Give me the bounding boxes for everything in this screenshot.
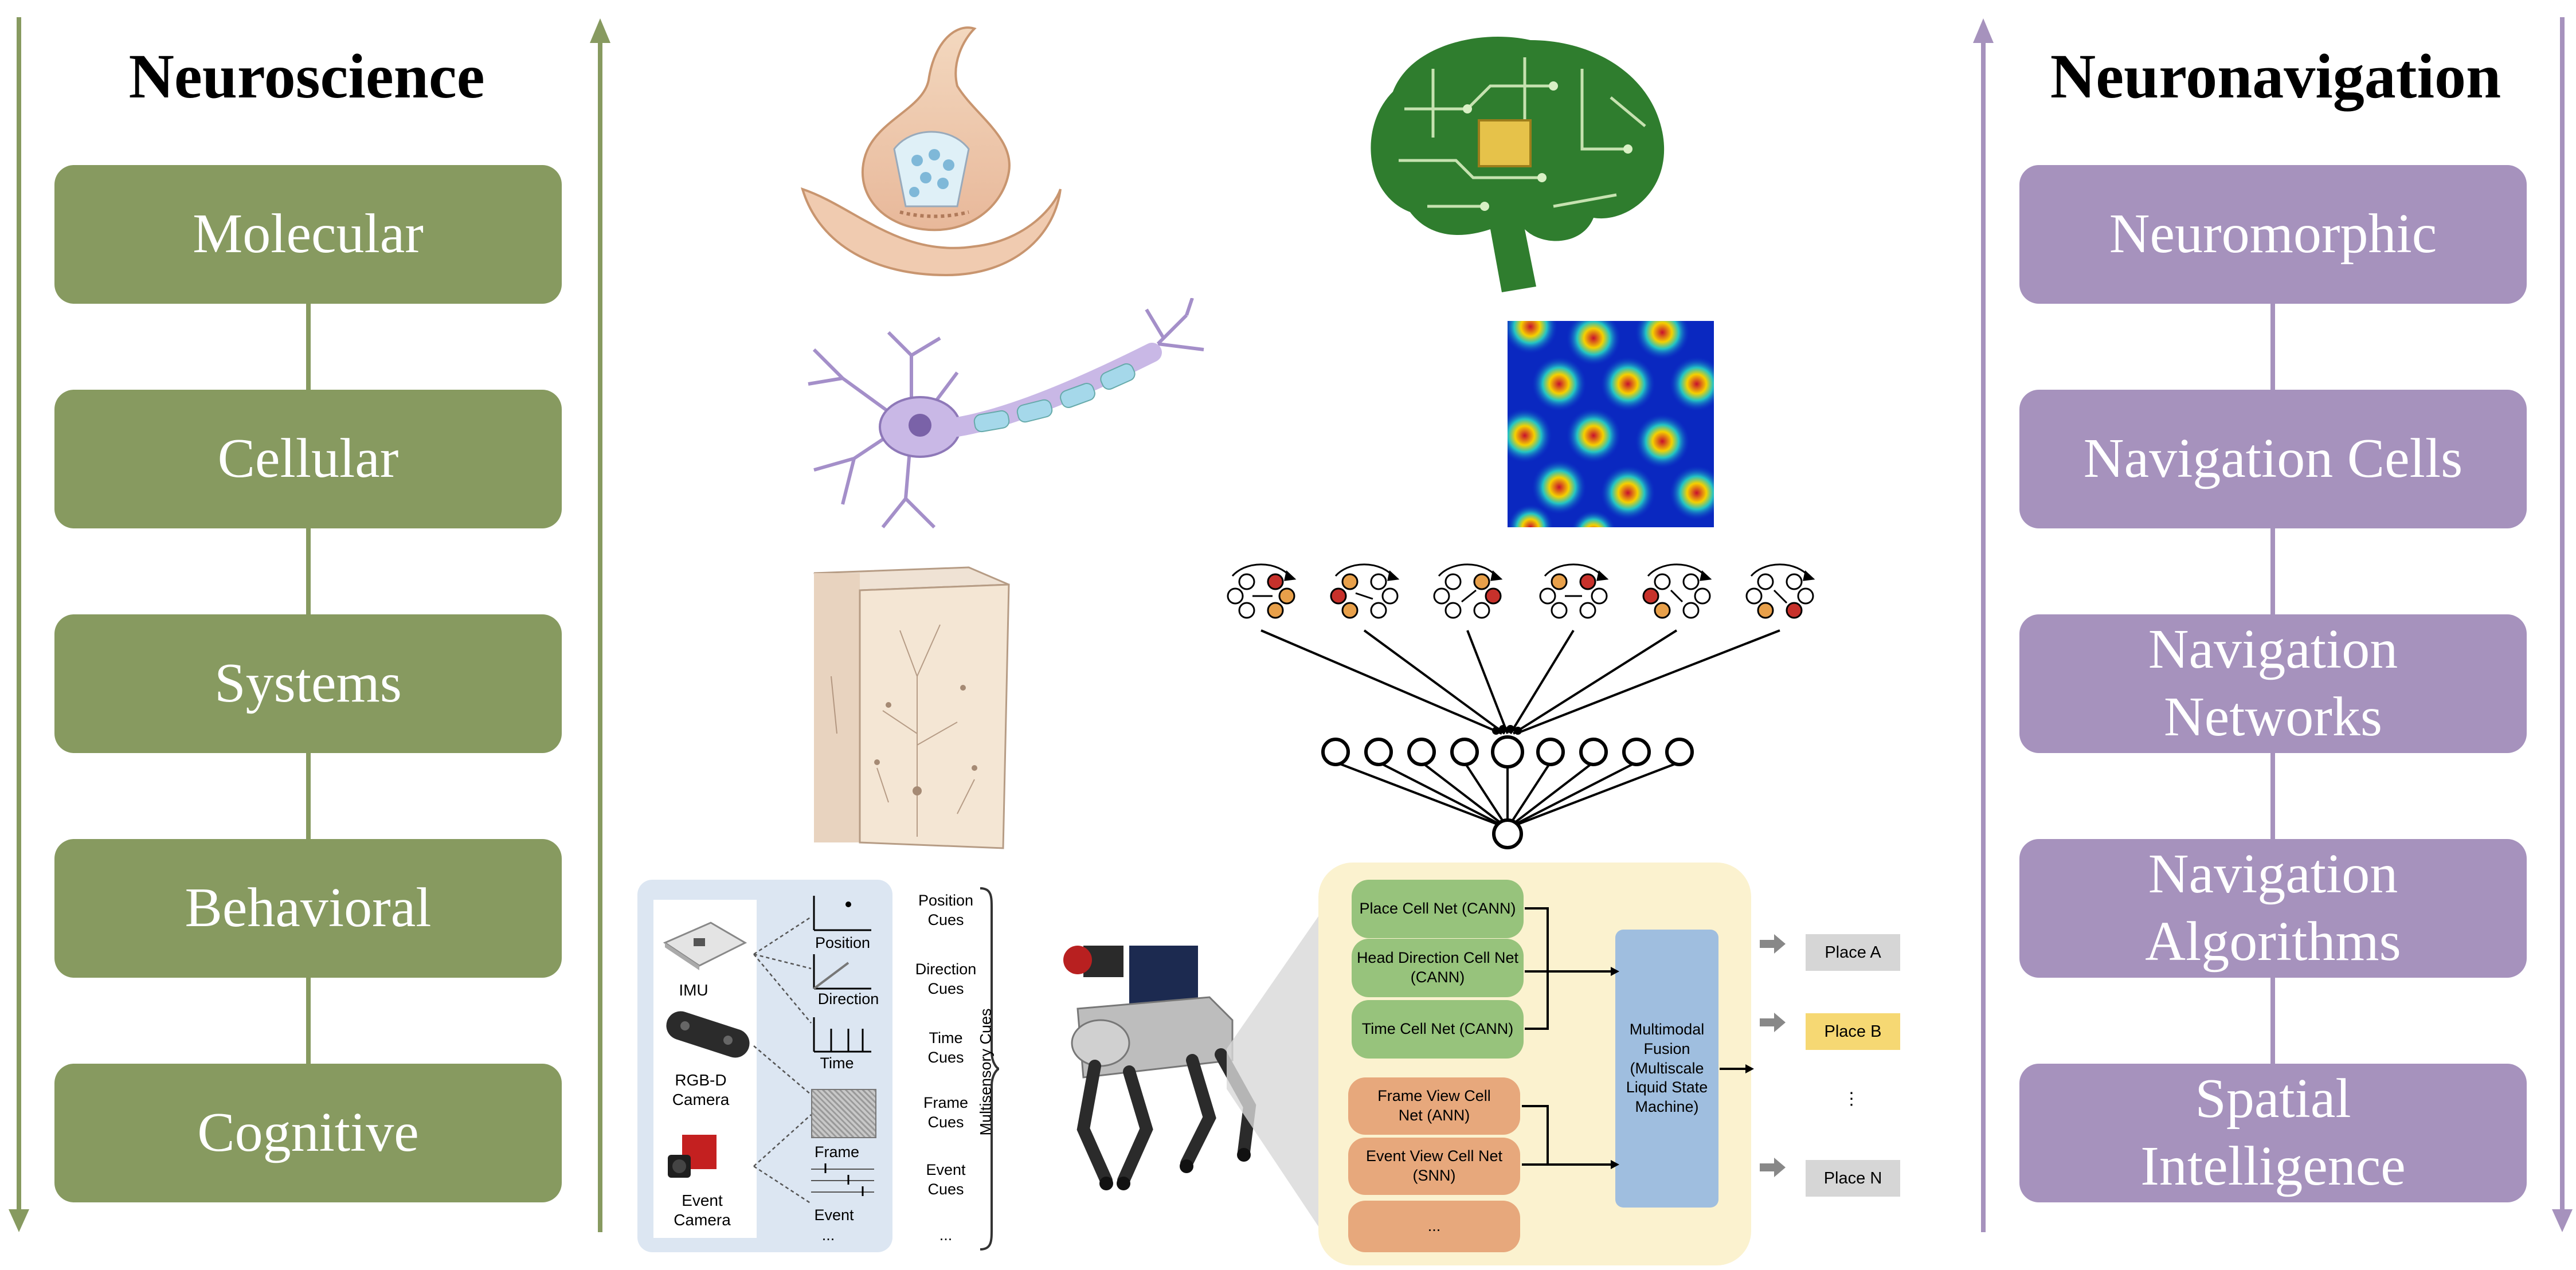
cues-brace-label: Multisensory Cues [977,1008,995,1136]
sensor-dashed-arrows [753,916,812,1205]
net-label: Time Cell Net (CANN) [1361,1020,1514,1038]
level-navigation-cells: Navigation Cells [2019,390,2527,528]
level-label: Navigation Networks [2148,618,2398,748]
multimodal-fusion-block: Multimodal Fusion (Multiscale Liquid Sta… [1615,930,1718,1208]
time-axes-icon [813,1017,871,1053]
place-arrows [1760,934,1786,1177]
event-camera-icon [668,1135,717,1178]
cue-label: Position Cues [918,892,974,928]
place-n: Place N [1806,1160,1900,1197]
neuron-icon [808,298,1204,529]
level-molecular: Molecular [54,165,562,304]
synapse-icon [800,26,1062,277]
head-direction-cell-net: Head Direction Cell Net (CANN) [1352,939,1524,997]
output-label: Frame [814,1143,859,1161]
output-label: Event [814,1206,854,1224]
device-label: IMU [679,981,708,999]
event-view-cell-net: Event View Cell Net (SNN) [1348,1138,1520,1195]
net-label: ... [1427,1217,1441,1235]
projection-wedge [1227,900,1330,1244]
cue-label: ... [939,1226,953,1244]
level-label: Behavioral [185,877,432,939]
frame-thumbnail [811,1089,876,1138]
time-cell-net: Time Cell Net (CANN) [1352,1000,1524,1059]
net-label: Event View Cell Net (SNN) [1365,1147,1503,1184]
level-label: Cognitive [197,1102,419,1164]
level-cellular: Cellular [54,390,562,528]
level-label: Systems [214,652,402,715]
net-label: Frame View Cell Net (ANN) [1377,1087,1491,1124]
place-b: Place B [1806,1013,1900,1050]
place-cell-net: Place Cell Net (CANN) [1352,880,1524,938]
place-ellipsis: ⋮ [1843,1089,1860,1108]
output-label: Position [815,934,871,951]
level-label: Molecular [193,203,424,265]
output-label: Direction [817,990,879,1008]
direction-axes-icon [813,954,871,990]
level-label: Neuromorphic [2109,203,2437,265]
frame-view-cell-net: Frame View Cell Net (ANN) [1348,1077,1520,1135]
fusion-label: Multimodal Fusion (Multiscale Liquid Sta… [1626,1021,1708,1116]
place-label: Place A [1825,943,1881,962]
level-label: Navigation Cells [2083,428,2463,490]
place-label: Place N [1823,1169,1882,1187]
output-label: Time [820,1055,854,1072]
cue-label: Event Cues [926,1161,966,1198]
position-axes-icon [813,896,871,931]
cortical-column-icon [813,566,1010,849]
level-label: Navigation Algorithms [2145,843,2401,973]
net-label: Head Direction Cell Net (CANN) [1356,949,1519,986]
cues-brace [980,887,1000,1251]
attractor-network-icon [1227,563,1815,849]
device-label: Event Camera [674,1191,731,1229]
neuroscience-title: Neuroscience [128,41,485,111]
cue-label: Time Cues [927,1029,964,1066]
output-label: ... [821,1226,835,1244]
level-label: Spatial Intelligence [2140,1068,2406,1197]
net-label: Place Cell Net (CANN) [1359,900,1516,918]
level-navigation-algorithms: Navigation Algorithms [2019,839,2527,978]
neuronavigation-title: Neuronavigation [2050,41,2501,111]
cue-label: Direction Cues [915,961,977,997]
event-stream-icon [811,1163,874,1196]
more-view-nets: ... [1348,1201,1520,1252]
level-neuromorphic: Neuromorphic [2019,165,2527,304]
rgbd-camera-icon [666,1011,750,1058]
place-label: Place B [1824,1022,1882,1041]
circuit-brain-icon [1371,37,1665,292]
fusion-connectors [1522,907,1754,1169]
level-cognitive: Cognitive [54,1064,562,1202]
level-behavioral: Behavioral [54,839,562,978]
imu-icon [663,922,747,970]
cue-label: Frame Cues [923,1094,968,1131]
device-label: RGB-D Camera [672,1071,730,1108]
grid-cell-heatmap-icon [1508,321,1714,527]
level-spatial-intelligence: Spatial Intelligence [2019,1064,2527,1202]
place-a: Place A [1806,934,1900,971]
level-label: Cellular [217,428,399,490]
level-systems: Systems [54,614,562,753]
level-navigation-networks: Navigation Networks [2019,614,2527,753]
